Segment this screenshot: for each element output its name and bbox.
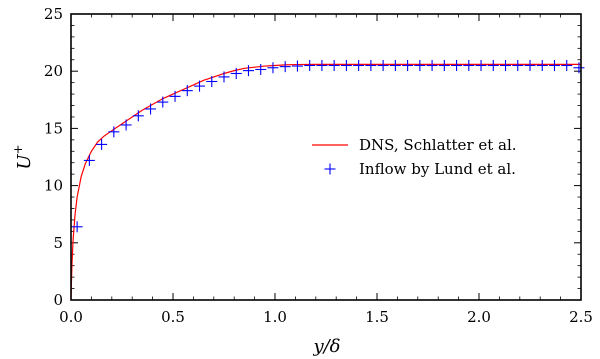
lund-plus-marker [206,75,218,87]
legend-label-lund: Inflow by Lund et al. [359,160,516,178]
legend-label-dns: DNS, Schlatter et al. [359,136,517,154]
lund-plus-marker [561,59,573,71]
x-tick-label: 1.0 [263,308,287,326]
lund-plus-marker [120,119,132,131]
lund-plus-marker [279,61,291,73]
y-tick-label: 25 [44,5,63,23]
lund-plus-marker [377,59,389,71]
lund-plus-marker [451,59,463,71]
x-tick-label: 2.5 [569,308,593,326]
plot-frame [70,13,582,301]
y-tick-label: 15 [44,119,63,137]
lund-plus-marker [328,59,340,71]
lund-plus-marker [230,67,242,79]
lund-plus-marker [108,126,120,138]
tick-labels: 0.0 0.5 1.0 1.5 2.0 2.5 0 5 10 15 20 25 [44,5,593,326]
x-tick-label: 2.0 [467,308,491,326]
lund-plus-marker [475,59,487,71]
lund-plus-marker [487,59,499,71]
lund-plus-marker [96,138,108,150]
lund-plus-marker [573,62,585,74]
lund-plus-marker [255,63,267,75]
lund-plus-marker [316,59,328,71]
lund-plus-marker [71,221,83,233]
lund-plus-marker [438,59,450,71]
legend-plus-swatch [324,163,336,175]
lund-plus-marker [340,59,352,71]
y-axis-label: U+ [11,144,35,169]
lund-plus-marker [181,85,193,97]
lund-plus-marker [512,59,524,71]
lund-plus-marker [132,110,144,122]
lund-plus-marker [267,62,279,74]
x-tick-label: 0.5 [161,308,185,326]
lund-plus-marker [157,96,169,108]
lund-plus-marker [536,59,548,71]
lund-plus-marker [194,80,206,92]
lund-plus-marker [463,59,475,71]
y-tick-label: 0 [53,291,63,309]
x-axis-label: y/δ [312,336,340,357]
lund-plus-marker [414,59,426,71]
plot-area [70,59,585,301]
lund-plus-marker [145,103,157,115]
x-tick-label: 1.5 [365,308,389,326]
lund-plus-marker [304,59,316,71]
lund-plus-marker [83,154,95,166]
lund-plus-marker [548,59,560,71]
dns-series-line [70,63,581,301]
lund-series-markers [71,59,585,233]
x-tick-label: 0.0 [59,308,83,326]
lund-plus-marker [291,60,303,72]
y-tick-label: 5 [53,234,63,252]
lund-plus-marker [365,59,377,71]
y-tick-label: 20 [44,62,63,80]
lund-plus-marker [500,59,512,71]
axis-ticks [70,13,582,301]
lund-plus-marker [218,71,230,83]
lund-plus-marker [389,59,401,71]
legend: DNS, Schlatter et al. Inflow by Lund et a… [312,136,517,178]
lund-plus-marker [426,59,438,71]
y-tick-label: 10 [44,177,63,195]
lund-plus-marker [169,90,181,102]
lund-plus-marker [353,59,365,71]
lund-plus-marker [242,65,254,77]
lund-plus-marker [402,59,414,71]
lund-plus-marker [524,59,536,71]
